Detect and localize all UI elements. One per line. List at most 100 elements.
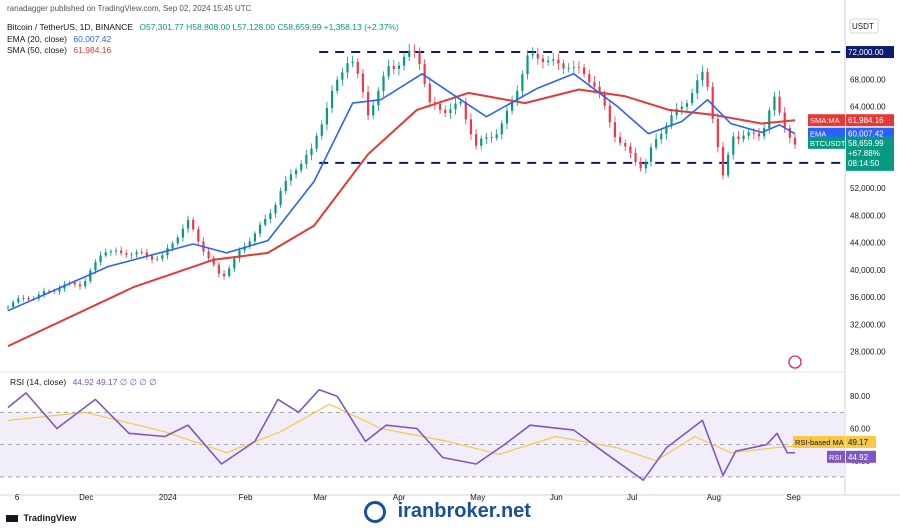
price-tick-label: 28,000.00 — [850, 348, 886, 357]
rsi-ma-tag-value: 49.17 — [848, 438, 869, 447]
candle-body — [145, 252, 148, 257]
watermark-text: iranbroker.net — [397, 500, 531, 522]
candle-body — [397, 65, 401, 69]
candle-body — [685, 103, 689, 107]
candle-body — [279, 191, 282, 205]
candle-body — [562, 63, 565, 69]
price-tick-label: 68,000.00 — [850, 75, 886, 84]
rsi-ma-tag-value-box — [846, 435, 876, 448]
price-tick-label: 44,000.00 — [850, 239, 886, 248]
candle-body — [716, 118, 719, 147]
candle-body — [680, 106, 683, 110]
candle-body — [737, 136, 740, 139]
candle-body — [732, 136, 735, 155]
price-tick-label: 52,000.00 — [850, 184, 886, 193]
candle-body — [114, 250, 118, 252]
candle-body — [701, 71, 704, 81]
ema-legend[interactable]: EMA (20, close) 60,007.42 — [7, 34, 111, 44]
candle-body — [78, 284, 82, 287]
candle-body — [17, 298, 20, 303]
candle-body — [361, 73, 365, 93]
sma-tag-label-box — [808, 114, 845, 127]
ohlc-values: O57,301.77 H58,808.00 L57,128.00 C58,659… — [139, 22, 399, 32]
time-tick-label: Dec — [79, 493, 93, 502]
rsi-legend-values: 44.92 49.17 ∅ ∅ ∅ ∅ — [72, 377, 157, 387]
candle-body — [665, 125, 668, 134]
candle-body — [387, 66, 390, 77]
candle-body — [166, 248, 169, 256]
candle-body — [660, 133, 663, 140]
candle-body — [711, 86, 714, 119]
candle-body — [207, 251, 210, 258]
candle-body — [588, 74, 591, 83]
candle-body — [269, 213, 272, 219]
time-tick-label: Apr — [393, 493, 406, 502]
candle-body — [300, 163, 303, 171]
watermark-logo-icon — [364, 500, 386, 523]
candle-body — [12, 302, 15, 307]
candle-body — [120, 250, 123, 254]
candle-body — [94, 262, 97, 271]
candle-body — [125, 253, 128, 255]
candle-body — [284, 180, 287, 192]
candle-body — [305, 154, 308, 164]
candle-body — [238, 250, 241, 259]
candle-body — [593, 82, 596, 87]
candle-body — [670, 115, 673, 126]
candle-body — [274, 204, 277, 214]
ema-legend-value: 60,007.42 — [73, 34, 112, 44]
candle-body — [192, 219, 195, 230]
candle-body — [310, 148, 313, 155]
candle-body — [289, 174, 293, 181]
time-tick-label: Feb — [239, 493, 253, 502]
candle-body — [140, 252, 143, 254]
rsi-ma-tag-label-box — [793, 435, 845, 448]
candle-body — [156, 258, 159, 260]
candle-body — [330, 90, 334, 108]
tradingview-brand[interactable]: TradingView — [6, 513, 76, 523]
candle-body — [320, 124, 323, 136]
rsi-legend-label: RSI (14, close) — [10, 377, 67, 387]
candle-body — [516, 90, 519, 102]
candle-body — [490, 137, 493, 138]
candle-body — [603, 93, 606, 106]
candle-body — [418, 51, 421, 65]
sma-legend-value: 61,984.16 — [73, 45, 112, 55]
candle-body — [438, 103, 442, 110]
time-tick-label: Jun — [550, 493, 563, 502]
candle-body — [742, 135, 745, 139]
candle-body — [572, 67, 575, 68]
candle-body — [104, 252, 107, 256]
candle-body — [557, 59, 560, 64]
alert-icon — [788, 355, 802, 369]
candle-body — [109, 251, 112, 253]
candle-body — [598, 86, 601, 94]
candle-body — [773, 96, 776, 111]
candle-body — [485, 137, 488, 139]
candle-body — [346, 63, 349, 73]
candle-body — [42, 290, 46, 295]
candle-body — [721, 146, 725, 176]
price-tick-label: 32,000.00 — [850, 320, 886, 329]
candles-group — [6, 43, 797, 311]
rsi-legend[interactable]: RSI (14, close) 44.92 49.17 ∅ ∅ ∅ ∅ — [10, 377, 157, 388]
candle-body — [546, 60, 550, 62]
currency-box — [849, 18, 879, 34]
candle-body — [510, 101, 514, 111]
candle-body — [22, 298, 25, 299]
price-tag-label-box — [808, 136, 845, 149]
candle-body — [608, 105, 611, 123]
symbol-line: Bitcoin / TetherUS, 1D, BINANCE O57,301.… — [7, 22, 399, 32]
candle-body — [552, 59, 555, 61]
candle-body — [341, 72, 344, 80]
candle-body — [763, 128, 766, 137]
candle-body — [752, 132, 755, 134]
candle-body — [222, 273, 226, 277]
sma-legend[interactable]: SMA (50, close) 61,984.16 — [7, 45, 111, 55]
ema-tag-label-box — [808, 127, 845, 140]
candle-body — [747, 132, 750, 136]
candle-body — [186, 219, 190, 229]
candle-body — [176, 237, 179, 244]
rsi-tick-label: 60.00 — [850, 424, 871, 433]
